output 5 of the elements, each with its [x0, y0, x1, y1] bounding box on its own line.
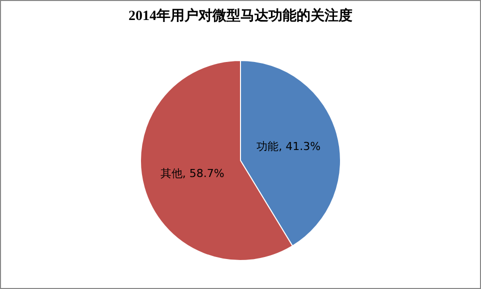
slice-label: 其他 — [160, 166, 182, 180]
chart-title: 2014年用户对微型马达功能的关注度 — [128, 7, 354, 25]
data-label: , 58.7% — [182, 166, 224, 180]
slice-label: 功能 — [256, 140, 279, 153]
data-label: , 41.3% — [278, 140, 321, 153]
